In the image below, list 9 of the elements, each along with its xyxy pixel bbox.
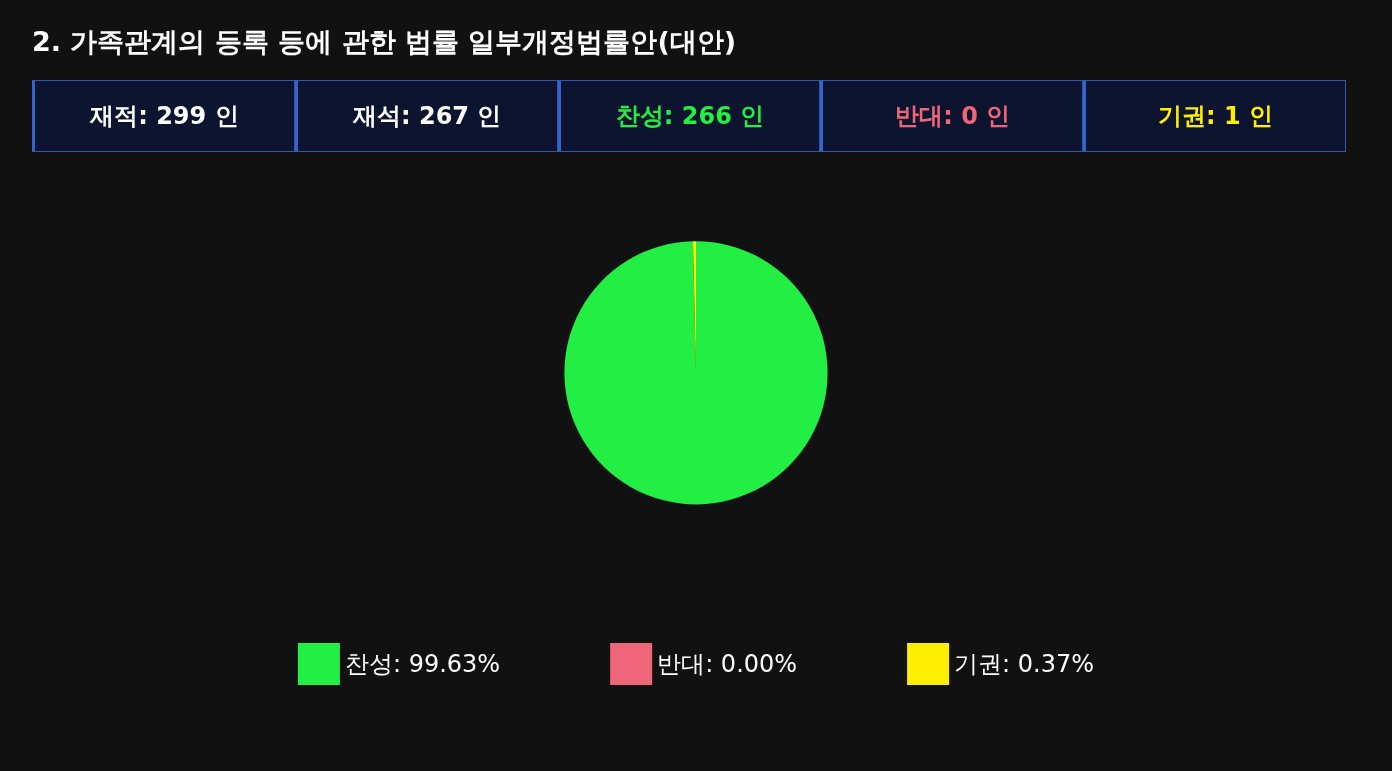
legend-label: 찬성: 99.63% [344, 650, 501, 678]
text: 재석: 267 인 [294, 80, 558, 152]
legend-label: 반대: 0.00% [657, 650, 798, 678]
chart-title: 2. 가족관계의 등록 등에 관한 법률 일부개정법률안(대안) [32, 25, 737, 59]
text: 반대: 0 인 [820, 80, 1084, 152]
text: 기권: 1 인 [1083, 80, 1346, 152]
legend-label: 기권: 0.37% [954, 650, 1095, 678]
text: 찬성: 266 인 [557, 80, 821, 152]
text: 재적: 299 인 [32, 80, 295, 152]
